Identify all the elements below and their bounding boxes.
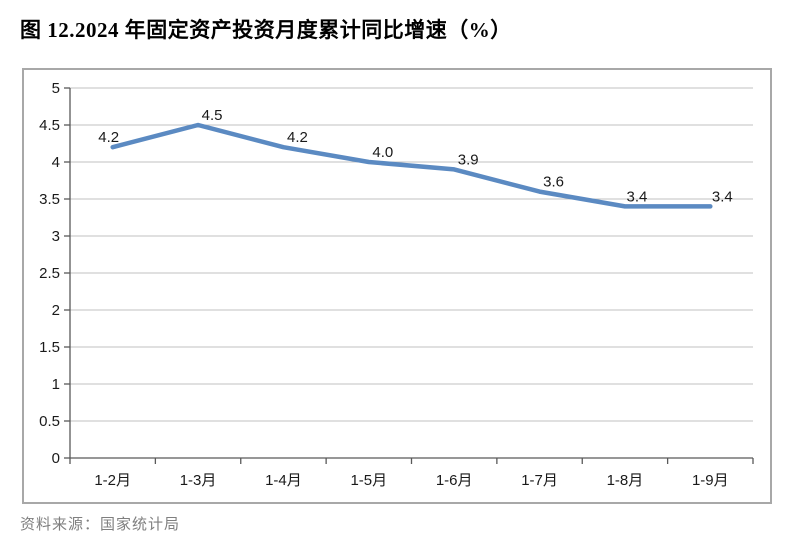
data-label: 4.0 — [372, 144, 393, 161]
y-tick-label: 2.5 — [39, 265, 60, 282]
y-tick-label: 3 — [52, 228, 60, 245]
data-label: 4.5 — [202, 107, 223, 124]
x-tick-label: 1-8月 — [607, 472, 644, 489]
chart-frame: 0 0.5 1 1.5 2 2.5 3 3.5 4 4.5 5 1-2月 1-3月 1-4月 1-5月 1-6… — [22, 68, 772, 504]
y-tick-label: 5 — [52, 80, 60, 97]
line-chart: 0 0.5 1 1.5 2 2.5 3 3.5 4 4.5 5 1-2月 1-3月 1-4月 1-5月 1-6… — [39, 80, 754, 489]
data-label: 4.2 — [287, 129, 308, 146]
y-tick-label: 2 — [52, 302, 60, 319]
data-line — [110, 122, 713, 209]
x-tick-label: 1-6月 — [436, 472, 473, 489]
y-tick-label: 4 — [52, 154, 60, 171]
x-tick-label: 1-4月 — [265, 472, 302, 489]
data-label: 3.9 — [458, 151, 479, 168]
x-tick-label: 1-7月 — [521, 472, 558, 489]
y-tick-label: 0.5 — [39, 413, 60, 430]
data-label: 3.4 — [712, 188, 733, 205]
y-tick-label: 4.5 — [39, 117, 60, 134]
y-tick-label: 1 — [52, 376, 60, 393]
y-tick-label: 1.5 — [39, 339, 60, 356]
x-tick-label: 1-2月 — [94, 472, 131, 489]
figure-title: 图 12.2024 年固定资产投资月度累计同比增速（%） — [20, 18, 512, 42]
source-note: 资料来源：国家统计局 — [20, 517, 181, 533]
data-label: 3.4 — [627, 188, 648, 205]
y-tick-label: 0 — [52, 450, 60, 467]
data-label: 3.6 — [543, 174, 564, 191]
data-label: 4.2 — [98, 129, 119, 146]
y-tick-label: 3.5 — [39, 191, 60, 208]
x-tick-label: 1-3月 — [180, 472, 217, 489]
x-tick-label: 1-5月 — [350, 472, 387, 489]
x-tick-label: 1-9月 — [692, 472, 729, 489]
